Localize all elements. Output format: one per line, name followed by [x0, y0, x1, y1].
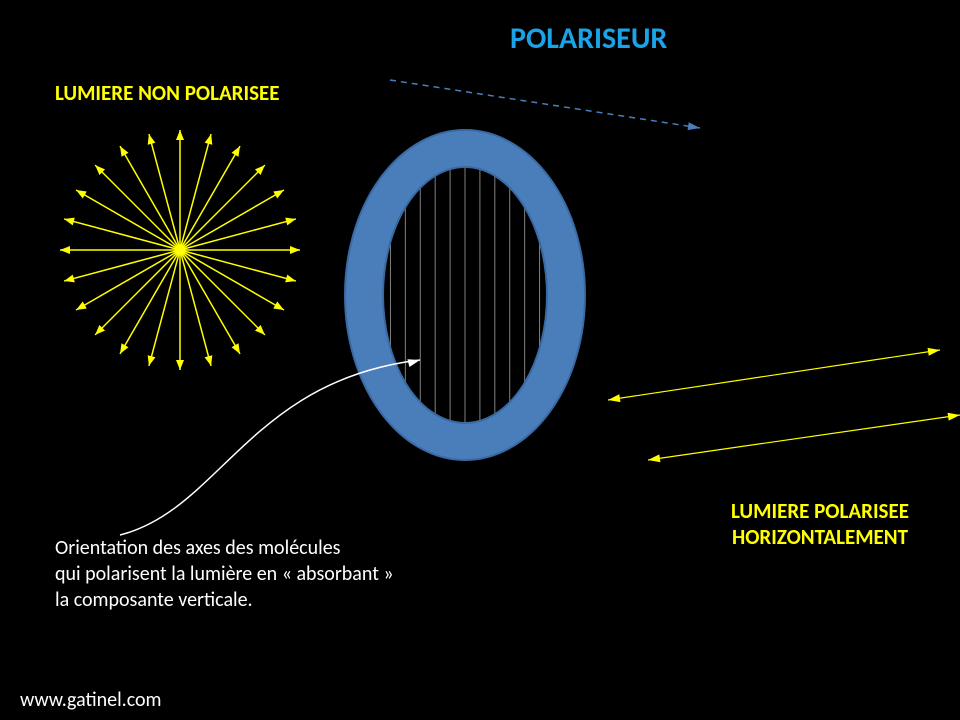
polarizer-ring [345, 130, 585, 460]
dashed-arrow [390, 80, 700, 130]
diagram-stage [0, 0, 960, 720]
sunburst-unpolarized [60, 130, 300, 370]
output-horizontal-arrows [608, 348, 960, 462]
